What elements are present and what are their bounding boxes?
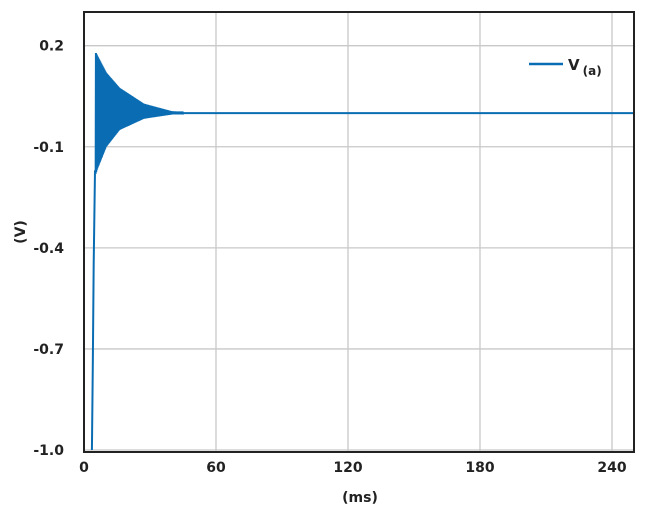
y-tick-label: 0.2 [39,39,64,55]
x-tick-label: 180 [465,460,494,476]
x-axis-label: (ms) [342,490,378,506]
plot-frame [83,11,635,453]
y-tick-label: -1.0 [33,443,64,459]
legend: V (a) [529,56,602,78]
x-tick-label: 60 [206,460,226,476]
y-tick-label: -0.7 [33,342,64,358]
x-tick-label: 120 [333,460,362,476]
x-tick-label: 240 [597,460,626,476]
y-tick-label: -0.4 [33,241,64,257]
legend-label: V (a) [568,56,602,78]
series-line-v-a [90,53,634,451]
y-tick-label: -0.1 [33,140,64,156]
x-tick-label: 0 [79,460,89,476]
y-axis-label: (V) [13,220,29,244]
